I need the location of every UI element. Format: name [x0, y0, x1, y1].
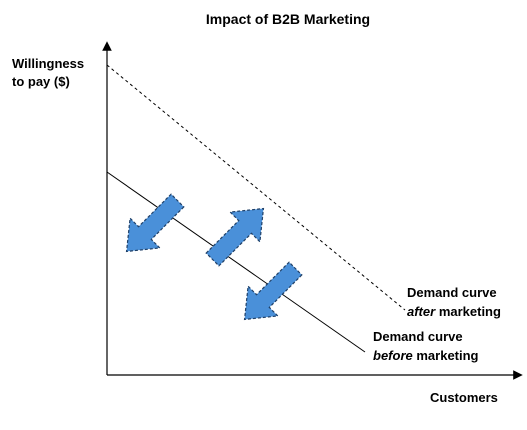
shift-arrow [243, 261, 303, 321]
curve-before-label: before marketing [373, 348, 479, 363]
emphasis: before [373, 348, 413, 363]
emphasis: after [407, 304, 436, 319]
curve-after-label: Demand curve [407, 285, 497, 300]
x-axis-label: Customers [430, 390, 498, 405]
y-axis-label: to pay ($) [12, 74, 70, 89]
shift-arrow [125, 193, 185, 253]
demand-curve-before [106, 171, 366, 353]
title: Impact of B2B Marketing [206, 11, 370, 27]
rest: marketing [439, 304, 501, 319]
curve-after-label: after marketing [407, 304, 501, 319]
curve-before-label: Demand curve [373, 329, 463, 344]
rest: marketing [416, 348, 478, 363]
y-axis-label: Willingness [12, 56, 84, 71]
demand-curve-after [106, 64, 406, 311]
shift-arrow [205, 207, 265, 267]
